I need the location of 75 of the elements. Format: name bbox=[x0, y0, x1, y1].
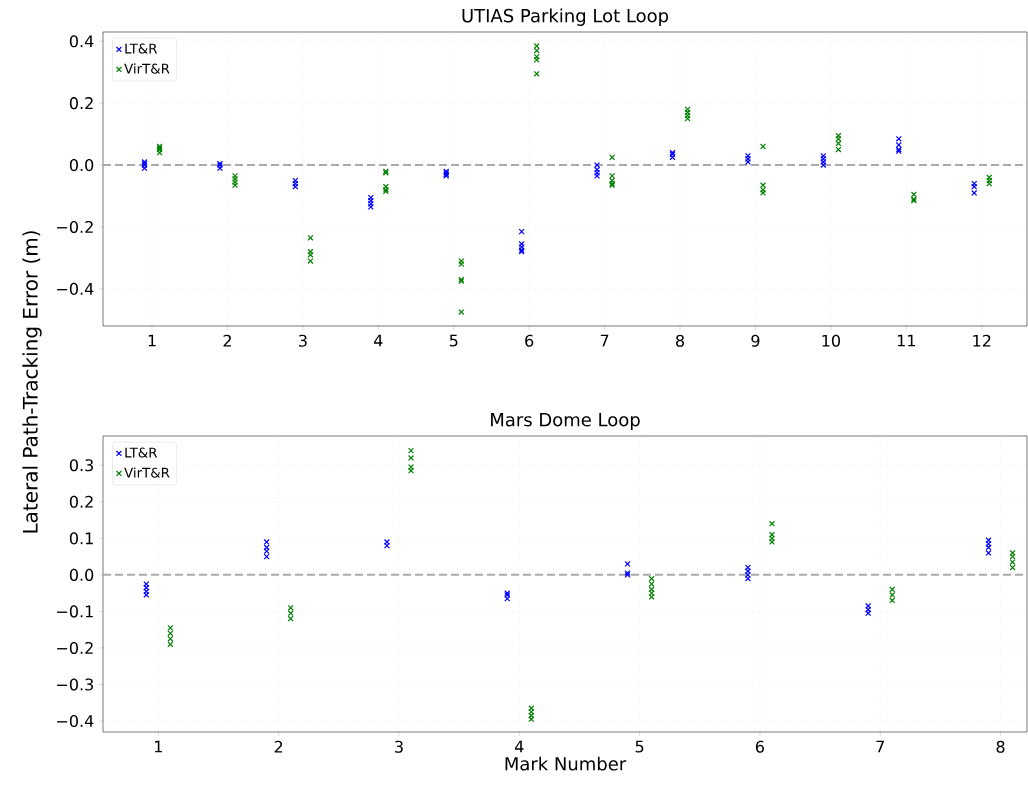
point bbox=[263, 548, 270, 555]
point bbox=[648, 580, 655, 588]
x-tick-label: 4 bbox=[374, 334, 383, 347]
point bbox=[1009, 559, 1016, 566]
point bbox=[143, 591, 150, 599]
chart-title: UTIAS Parking Lot Loop bbox=[462, 8, 669, 26]
point bbox=[820, 162, 827, 169]
y-tick-label: −0.2 bbox=[57, 220, 93, 234]
point bbox=[768, 520, 775, 527]
y-tick-label: −0.4 bbox=[57, 282, 94, 295]
point bbox=[504, 595, 511, 602]
point bbox=[889, 586, 896, 593]
legend-label: LT&R bbox=[125, 43, 158, 54]
chart-title: Mars Dome Loop bbox=[491, 413, 640, 430]
point bbox=[744, 575, 751, 582]
point bbox=[307, 257, 314, 265]
x-tick-label: 4 bbox=[514, 740, 524, 753]
y-tick-label: 0.0 bbox=[69, 159, 94, 172]
point bbox=[985, 549, 992, 556]
point bbox=[167, 624, 174, 631]
x-tick-label: 3 bbox=[395, 740, 403, 753]
x-tick-label: 7 bbox=[876, 740, 884, 753]
x-tick-label: 10 bbox=[822, 334, 841, 347]
x-tick-label: 8 bbox=[676, 334, 685, 347]
point bbox=[533, 42, 540, 49]
y-tick-label: 0.4 bbox=[69, 35, 94, 48]
point bbox=[458, 261, 465, 268]
point bbox=[759, 143, 767, 150]
point bbox=[533, 47, 540, 54]
point bbox=[648, 575, 655, 582]
y-tick-label: 0.0 bbox=[69, 568, 94, 581]
point bbox=[167, 641, 174, 648]
point bbox=[971, 189, 978, 196]
x-tick-label: 2 bbox=[223, 334, 231, 347]
point bbox=[263, 538, 270, 546]
point bbox=[231, 172, 239, 179]
y-tick-label: 0.3 bbox=[69, 459, 93, 472]
point bbox=[528, 716, 535, 723]
point bbox=[889, 597, 896, 604]
point bbox=[895, 141, 902, 148]
x-tick-label: 1 bbox=[148, 334, 156, 347]
x-tick-label: 7 bbox=[600, 334, 609, 347]
point bbox=[910, 191, 917, 198]
x-tick-label: 12 bbox=[973, 334, 991, 347]
point bbox=[307, 234, 314, 241]
point bbox=[287, 610, 294, 617]
x-tick-label: 6 bbox=[755, 740, 764, 753]
x-tick-label: 2 bbox=[274, 740, 283, 753]
point bbox=[167, 635, 174, 642]
point bbox=[889, 591, 896, 599]
legend-label: LT&R bbox=[125, 447, 158, 458]
x-tick-label: 11 bbox=[897, 334, 916, 347]
point bbox=[624, 560, 631, 567]
x-tick-label: 5 bbox=[449, 334, 458, 347]
x-tick-label: 3 bbox=[299, 334, 307, 347]
x-tick-label: 8 bbox=[996, 740, 1005, 753]
y-tick-label: 0.1 bbox=[69, 532, 93, 545]
x-tick-label: 9 bbox=[751, 334, 760, 347]
y-tick-label: −0.4 bbox=[57, 714, 94, 728]
y-tick-label: −0.2 bbox=[57, 641, 93, 655]
y-tick-label: 0.2 bbox=[69, 97, 93, 110]
legend-label: VirT&R bbox=[124, 467, 170, 478]
y-tick-label: 0.2 bbox=[69, 495, 93, 508]
x-tick-label: 5 bbox=[635, 740, 644, 753]
point bbox=[609, 154, 616, 161]
x-axis-title: Mark Number bbox=[505, 756, 627, 771]
x-tick-label: 6 bbox=[525, 334, 534, 347]
legend-label: VirT&R bbox=[124, 63, 170, 74]
y-tick-label: −0.3 bbox=[57, 678, 93, 691]
y-tick-label: −0.1 bbox=[57, 605, 93, 618]
y-axis-title: Lateral Path-Tracking Error (m) bbox=[22, 231, 42, 533]
x-tick-label: 1 bbox=[155, 740, 162, 753]
point bbox=[458, 309, 465, 316]
point bbox=[383, 542, 390, 549]
point bbox=[407, 447, 415, 454]
